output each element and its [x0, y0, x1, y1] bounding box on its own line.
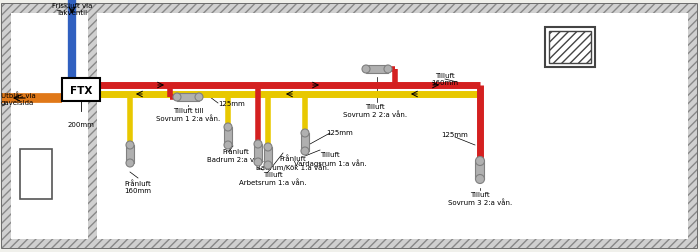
- Bar: [126, 145, 134, 163]
- Bar: [20, 149, 52, 199]
- Bar: [177, 94, 199, 102]
- Circle shape: [173, 94, 181, 102]
- Text: Tilluft
160mm: Tilluft 160mm: [431, 73, 458, 86]
- Circle shape: [195, 94, 203, 102]
- Circle shape: [475, 157, 484, 166]
- Text: 200mm: 200mm: [68, 121, 95, 128]
- Circle shape: [301, 130, 309, 137]
- Bar: [545, 28, 595, 68]
- Circle shape: [126, 141, 134, 149]
- Circle shape: [475, 175, 484, 184]
- Circle shape: [254, 140, 262, 148]
- Text: Tilluft
Vardagsrum 1:a vån.: Tilluft Vardagsrum 1:a vån.: [293, 151, 366, 166]
- Circle shape: [254, 158, 262, 166]
- Circle shape: [126, 159, 134, 167]
- Circle shape: [301, 147, 309, 155]
- Circle shape: [224, 123, 232, 132]
- Circle shape: [264, 143, 272, 151]
- Text: Friskluft via
Takventil: Friskluft via Takventil: [52, 3, 92, 16]
- Text: Tilluft
Arbetsrum 1:a vån.: Tilluft Arbetsrum 1:a vån.: [239, 171, 307, 185]
- Bar: [475, 161, 484, 179]
- Text: Frånluft
160mm: Frånluft 160mm: [125, 179, 151, 193]
- Bar: [254, 144, 262, 162]
- Circle shape: [264, 161, 272, 169]
- Text: 125mm: 125mm: [327, 130, 354, 136]
- Text: FTX: FTX: [70, 85, 92, 95]
- Bar: [264, 147, 272, 165]
- Bar: [549, 32, 591, 64]
- Bar: [366, 66, 388, 74]
- Bar: [88, 5, 97, 248]
- Text: 125mm: 125mm: [218, 101, 245, 107]
- Text: Frånluft
Badrum/Kök 1:a vån.: Frånluft Badrum/Kök 1:a vån.: [256, 154, 330, 170]
- Bar: [224, 128, 232, 145]
- Circle shape: [384, 66, 392, 74]
- Text: Frånluft
Badrum 2:a vån.: Frånluft Badrum 2:a vån.: [207, 147, 265, 162]
- Text: Tilluft till
Sovrum 1 2:a vån.: Tilluft till Sovrum 1 2:a vån.: [156, 108, 220, 121]
- Bar: [62, 79, 100, 102]
- Circle shape: [224, 141, 232, 149]
- Text: Utblås via
gavelsida: Utblås via gavelsida: [1, 92, 36, 105]
- Text: Tilluft
Sovrum 3 2:a vån.: Tilluft Sovrum 3 2:a vån.: [448, 191, 512, 205]
- Bar: [301, 134, 309, 151]
- Text: 125mm: 125mm: [442, 132, 468, 137]
- Bar: [2, 239, 697, 248]
- Bar: [688, 5, 697, 248]
- Circle shape: [362, 66, 370, 74]
- Bar: [2, 5, 697, 14]
- Text: Tilluft
Sovrum 2 2:a vån.: Tilluft Sovrum 2 2:a vån.: [343, 104, 407, 117]
- Bar: [2, 5, 11, 248]
- Bar: [11, 14, 688, 239]
